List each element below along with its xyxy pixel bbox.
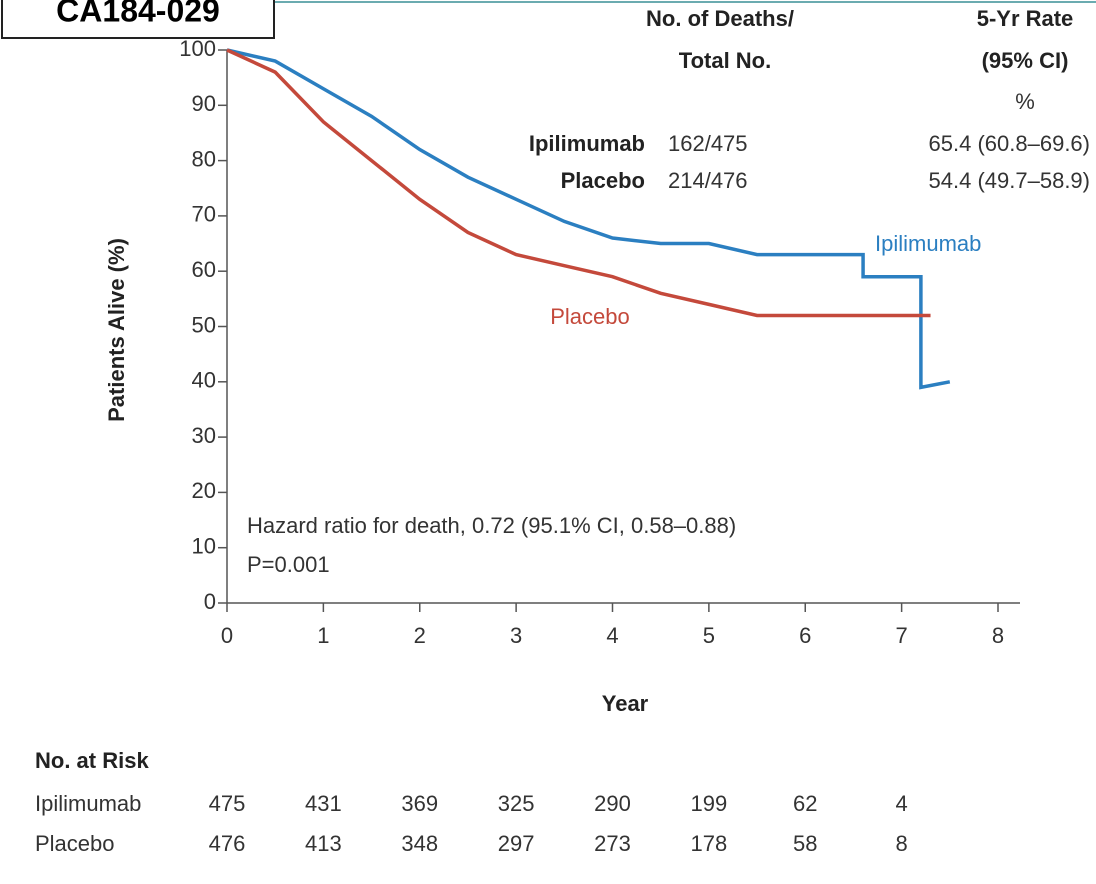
risk-count: 369 xyxy=(401,791,438,816)
annotation: P=0.001 xyxy=(247,552,330,577)
legend-header: Total No. xyxy=(679,48,771,73)
legend-header: 5-Yr Rate xyxy=(977,6,1074,31)
x-tick-label: 7 xyxy=(896,623,908,648)
header-label: CA184-029 xyxy=(56,0,220,28)
legend-header: % xyxy=(1015,89,1035,114)
survival-curve xyxy=(226,48,951,390)
risk-count: 325 xyxy=(498,791,535,816)
y-tick-label: 60 xyxy=(192,257,216,282)
legend-name: Ipilimumab xyxy=(529,131,645,156)
x-tick-label: 0 xyxy=(221,623,233,648)
curve-label: Ipilimumab xyxy=(875,231,981,256)
risk-count: 476 xyxy=(209,831,246,856)
risk-row-name: Placebo xyxy=(35,831,115,856)
risk-count: 431 xyxy=(305,791,342,816)
legend-header: No. of Deaths/ xyxy=(646,6,794,31)
risk-title: No. at Risk xyxy=(35,748,149,773)
risk-count: 348 xyxy=(401,831,438,856)
risk-count: 413 xyxy=(305,831,342,856)
curve-label: Placebo xyxy=(550,304,630,329)
y-tick-label: 70 xyxy=(192,202,216,227)
risk-count: 8 xyxy=(896,831,908,856)
x-tick-label: 2 xyxy=(414,623,426,648)
y-tick-label: 100 xyxy=(179,36,216,61)
x-tick-label: 5 xyxy=(703,623,715,648)
risk-count: 297 xyxy=(498,831,535,856)
legend-deaths: 214/476 xyxy=(668,168,748,193)
legend-rate: 65.4 (60.8–69.6) xyxy=(929,131,1090,156)
risk-count: 62 xyxy=(793,791,817,816)
risk-count: 273 xyxy=(594,831,631,856)
y-tick-label: 50 xyxy=(192,312,216,337)
risk-count: 58 xyxy=(793,831,817,856)
y-tick-label: 90 xyxy=(192,91,216,116)
y-tick-label: 0 xyxy=(204,589,216,614)
y-tick-label: 40 xyxy=(192,368,216,393)
y-tick-label: 80 xyxy=(192,146,216,171)
legend-header: (95% CI) xyxy=(982,48,1069,73)
y-tick-label: 30 xyxy=(192,423,216,448)
y-tick-label: 10 xyxy=(192,534,216,559)
risk-count: 4 xyxy=(896,791,908,816)
legend-deaths: 162/475 xyxy=(668,131,748,156)
risk-row-name: Ipilimumab xyxy=(35,791,141,816)
risk-count: 475 xyxy=(209,791,246,816)
risk-count: 290 xyxy=(594,791,631,816)
x-tick-label: 8 xyxy=(992,623,1004,648)
x-axis-label: Year xyxy=(602,691,649,716)
risk-count: 199 xyxy=(691,791,728,816)
annotation: Hazard ratio for death, 0.72 (95.1% CI, … xyxy=(247,513,736,538)
x-tick-label: 1 xyxy=(317,623,329,648)
survival-curve xyxy=(226,48,931,318)
x-tick-label: 4 xyxy=(606,623,618,648)
risk-count: 178 xyxy=(691,831,728,856)
x-tick-label: 3 xyxy=(510,623,522,648)
y-tick-label: 20 xyxy=(192,478,216,503)
y-axis-label: Patients Alive (%) xyxy=(104,238,129,422)
x-tick-label: 6 xyxy=(799,623,811,648)
header-box xyxy=(1,0,275,39)
legend-name: Placebo xyxy=(561,168,645,193)
legend-rate: 54.4 (49.7–58.9) xyxy=(929,168,1090,193)
